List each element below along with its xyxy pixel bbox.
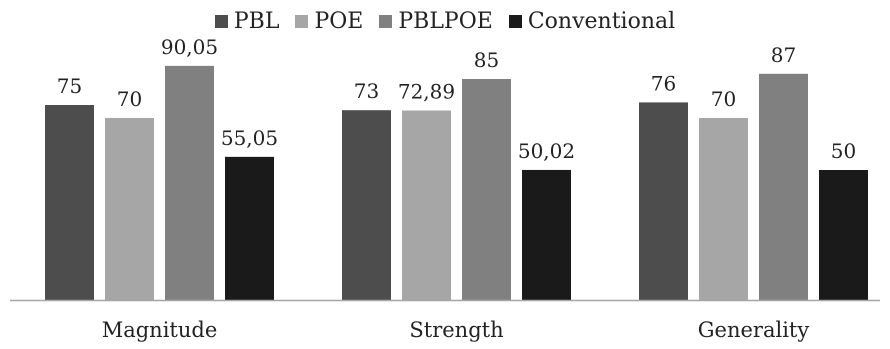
value-label-generality-pblpoe: 87 — [771, 43, 796, 67]
value-label-magnitude-pbl: 75 — [57, 74, 82, 98]
value-label-magnitude-pblpoe: 90,05 — [161, 35, 218, 59]
value-label-strength-pbl: 73 — [354, 79, 379, 103]
value-labels-group: 75 70 90,05 55,05 73 72,89 85 50,02 76 70 87 50 — [57, 35, 856, 163]
bar-generality-pbl — [639, 102, 688, 301]
legend-label-poe: POE — [314, 8, 364, 34]
category-label-strength: Strength — [409, 318, 503, 342]
value-label-generality-poe: 70 — [711, 87, 736, 111]
legend-item-poe: POE — [295, 9, 363, 34]
value-label-strength-pblpoe: 85 — [474, 48, 499, 72]
bar-generality-conventional — [819, 170, 868, 300]
bar-magnitude-conventional — [225, 156, 274, 300]
category-label-magnitude: Magnitude — [102, 318, 218, 342]
legend-item-conventional: Conventional — [508, 8, 676, 34]
legend-label-conventional: Conventional — [527, 8, 676, 34]
value-label-strength-poe: 72,89 — [398, 79, 455, 103]
category-label-generality: Generality — [698, 318, 810, 342]
legend-swatch-pbl — [214, 14, 228, 28]
legend-swatch-pblpoe — [379, 14, 393, 28]
value-label-strength-conventional: 50,02 — [518, 139, 575, 163]
bar-strength-pbl — [342, 110, 391, 300]
bar-generality-poe — [699, 118, 748, 300]
bar-magnitude-poe — [105, 118, 154, 300]
legend-swatch-conventional — [508, 14, 522, 28]
value-label-generality-conventional: 50 — [831, 139, 856, 163]
value-label-magnitude-conventional: 55,05 — [221, 126, 278, 150]
bar-strength-conventional — [522, 169, 571, 300]
value-label-magnitude-poe: 70 — [117, 87, 142, 111]
bar-strength-pblpoe — [462, 79, 511, 300]
legend-label-pblpoe: PBLPOE — [398, 8, 493, 34]
legend-item-pbl: PBL — [214, 8, 280, 34]
category-labels-group: Magnitude Strength Generality — [102, 318, 810, 342]
bar-generality-pblpoe — [759, 73, 808, 300]
bar-magnitude-pbl — [45, 105, 94, 300]
legend-swatch-poe — [295, 14, 309, 28]
legend-label-pbl: PBL — [233, 8, 280, 34]
legend: PBL POE PBLPOE Conventional — [0, 6, 890, 36]
bars-group — [45, 65, 868, 301]
bar-magnitude-pblpoe — [165, 65, 214, 301]
value-label-generality-pbl: 76 — [651, 71, 676, 95]
bar-strength-poe — [402, 110, 451, 301]
legend-item-pblpoe: PBLPOE — [379, 8, 493, 34]
